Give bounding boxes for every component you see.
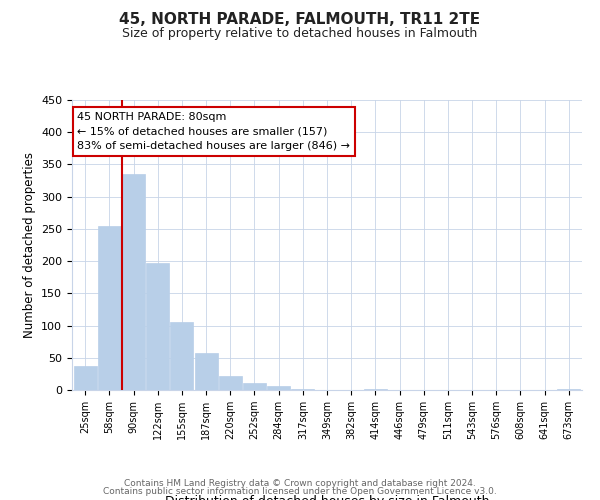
Bar xyxy=(557,388,580,390)
X-axis label: Distribution of detached houses by size in Falmouth: Distribution of detached houses by size … xyxy=(165,495,489,500)
Bar xyxy=(267,386,290,390)
Text: Size of property relative to detached houses in Falmouth: Size of property relative to detached ho… xyxy=(122,28,478,40)
Bar xyxy=(122,174,145,390)
Text: 45, NORTH PARADE, FALMOUTH, TR11 2TE: 45, NORTH PARADE, FALMOUTH, TR11 2TE xyxy=(119,12,481,28)
Bar xyxy=(194,354,218,390)
Bar xyxy=(146,263,169,390)
Bar xyxy=(170,322,193,390)
Text: Contains HM Land Registry data © Crown copyright and database right 2024.: Contains HM Land Registry data © Crown c… xyxy=(124,478,476,488)
Bar xyxy=(74,366,97,390)
Text: 45 NORTH PARADE: 80sqm
← 15% of detached houses are smaller (157)
83% of semi-de: 45 NORTH PARADE: 80sqm ← 15% of detached… xyxy=(77,112,350,151)
Text: Contains public sector information licensed under the Open Government Licence v3: Contains public sector information licen… xyxy=(103,487,497,496)
Y-axis label: Number of detached properties: Number of detached properties xyxy=(23,152,35,338)
Bar xyxy=(219,376,242,390)
Bar xyxy=(98,226,121,390)
Bar xyxy=(243,383,266,390)
Bar xyxy=(292,388,314,390)
